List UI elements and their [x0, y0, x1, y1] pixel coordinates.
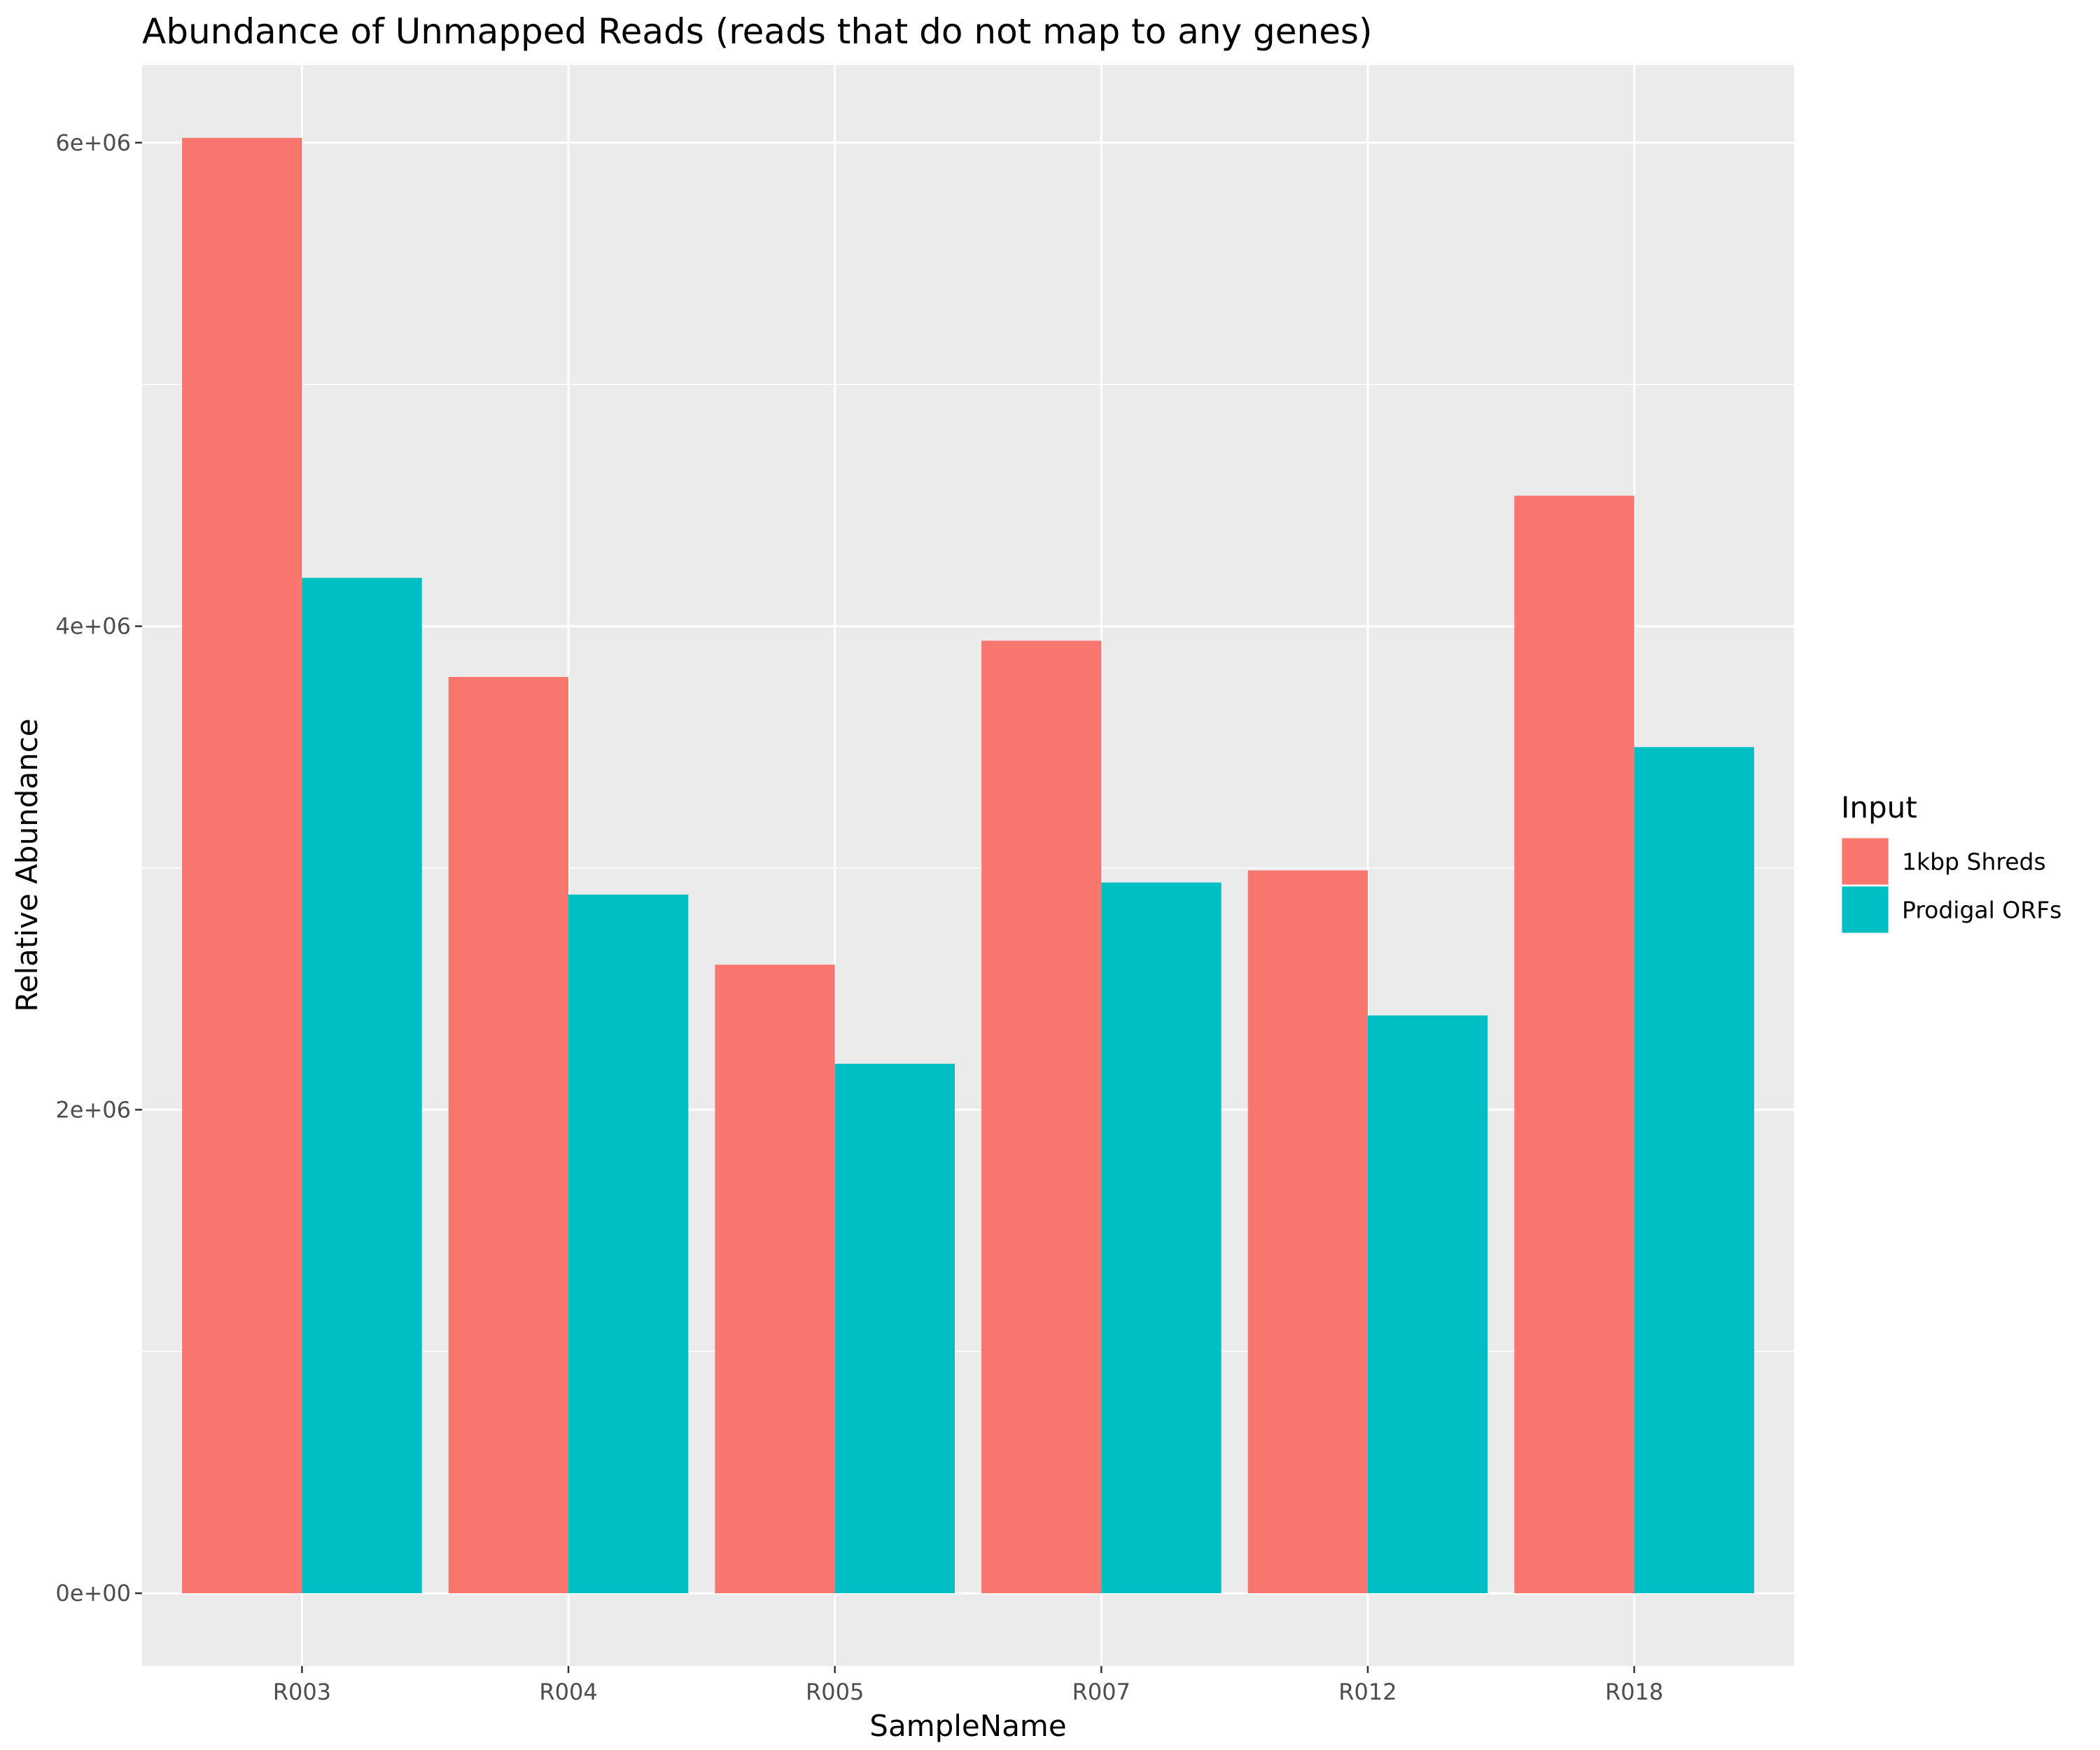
- bar-r003-orfs: [302, 578, 422, 1594]
- x-tick-label: R003: [273, 1679, 331, 1705]
- bar-r004-shreds: [448, 677, 569, 1594]
- y-tick-label: 6e+06: [55, 130, 131, 156]
- legend-title: Input: [1841, 790, 1917, 825]
- legend-label: Prodigal ORFs: [1902, 897, 2062, 924]
- chart-title: Abundance of Unmapped Reads (reads that …: [142, 11, 1373, 52]
- x-tick-label: R018: [1605, 1679, 1663, 1705]
- bar-r012-shreds: [1247, 870, 1368, 1594]
- legend-label: 1kbp Shreds: [1902, 848, 2046, 876]
- y-tick-label: 0e+00: [55, 1580, 131, 1606]
- bar-r018-orfs: [1634, 747, 1754, 1594]
- y-axis: 0e+00 2e+06 4e+06 6e+06: [55, 130, 142, 1606]
- x-axis-title: SampleName: [869, 1709, 1066, 1743]
- x-tick-label: R005: [806, 1679, 864, 1705]
- bar-r005-orfs: [834, 1063, 955, 1594]
- y-tick-label: 2e+06: [55, 1096, 131, 1123]
- y-axis-title: Relative Abundance: [10, 718, 44, 1011]
- bar-r005-shreds: [715, 965, 835, 1594]
- bar-r003-shreds: [182, 137, 302, 1594]
- bar-r004-orfs: [568, 894, 689, 1594]
- y-tick-label: 4e+06: [55, 613, 131, 640]
- bar-r007-shreds: [981, 640, 1102, 1594]
- bars: [182, 137, 1754, 1594]
- bar-r018-shreds: [1514, 496, 1634, 1594]
- legend: Input 1kbp Shreds Prodigal ORFs: [1841, 790, 2062, 934]
- x-tick-label: R004: [539, 1679, 597, 1705]
- bar-r012-orfs: [1367, 1015, 1488, 1594]
- bar-r007-orfs: [1101, 882, 1222, 1594]
- x-axis: R003 R004 R005 R007 R012 R018: [273, 1666, 1663, 1705]
- x-tick-label: R012: [1338, 1679, 1396, 1705]
- legend-key-swatch: [1842, 886, 1889, 933]
- x-tick-label: R007: [1072, 1679, 1130, 1705]
- legend-key-swatch: [1842, 838, 1889, 885]
